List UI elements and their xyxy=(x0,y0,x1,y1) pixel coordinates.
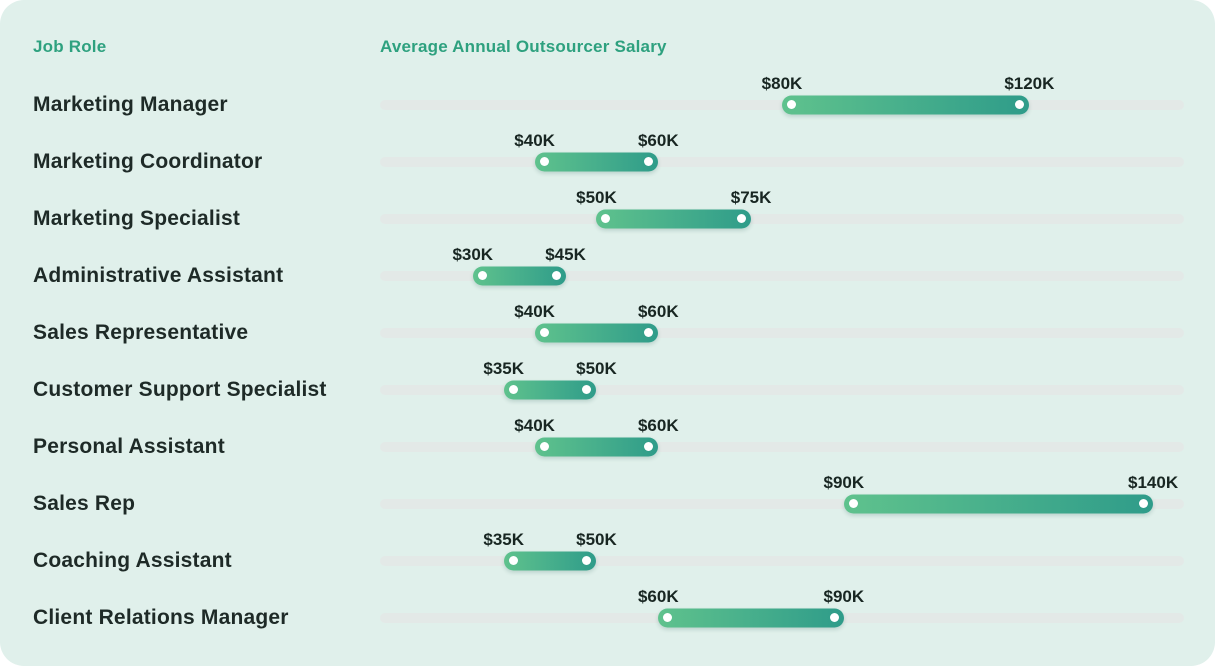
range-start-dot xyxy=(539,328,549,337)
table-row: Personal Assistant $40K $60K xyxy=(33,415,1184,475)
max-salary-label: $45K xyxy=(545,244,586,264)
min-salary-label: $80K xyxy=(761,73,803,93)
range-end-dot xyxy=(1139,499,1149,508)
min-salary-label: $30K xyxy=(452,244,494,264)
min-salary-label: $35K xyxy=(483,529,525,549)
job-role-label: Marketing Manager xyxy=(33,92,228,116)
max-salary-label: $120K xyxy=(1004,73,1055,93)
salary-range-fill xyxy=(843,494,1154,513)
range-start-dot xyxy=(848,499,858,508)
min-salary-label: $35K xyxy=(483,358,525,378)
job-role-label: Administrative Assistant xyxy=(33,263,284,287)
range-start-dot xyxy=(663,613,673,622)
max-salary-label: $75K xyxy=(730,187,772,207)
salary-range-bar: $40K $60K xyxy=(380,415,1184,475)
max-salary-label: $60K xyxy=(637,130,679,150)
salary-track xyxy=(380,555,1184,566)
min-salary-label: $40K xyxy=(514,415,555,435)
range-end-dot xyxy=(551,271,561,280)
range-start-dot xyxy=(477,271,487,280)
range-start-dot xyxy=(539,157,549,166)
salary-range-fill xyxy=(472,266,566,285)
table-row: Sales Representative $40K $60K xyxy=(33,301,1184,361)
table-row: Marketing Coordinator $40K $60K xyxy=(33,130,1184,190)
max-salary-label: $140K xyxy=(1128,472,1179,492)
max-salary-label: $90K xyxy=(823,586,865,606)
range-end-dot xyxy=(582,556,592,565)
max-salary-label: $60K xyxy=(637,415,679,435)
table-row: Coaching Assistant $35K $50K xyxy=(33,529,1184,589)
salary-track xyxy=(380,384,1184,395)
table-row: Sales Rep $90K $140K xyxy=(33,472,1184,532)
salary-track xyxy=(380,498,1184,509)
salary-range-fill xyxy=(503,551,597,570)
range-end-dot xyxy=(644,328,654,337)
salary-track xyxy=(380,156,1184,167)
column-headers: Job Role Average Annual Outsourcer Salar… xyxy=(33,36,1184,58)
job-role-label: Client Relations Manager xyxy=(33,605,289,629)
min-salary-label: $50K xyxy=(576,187,617,207)
salary-track xyxy=(380,327,1184,338)
salary-range-fill xyxy=(534,323,659,342)
table-row: Marketing Specialist $50K $75K xyxy=(33,187,1184,247)
job-role-label: Marketing Coordinator xyxy=(33,149,263,173)
range-end-dot xyxy=(1015,100,1025,109)
salary-range-bar: $40K $60K xyxy=(380,130,1184,190)
range-end-dot xyxy=(829,613,839,622)
job-role-label: Sales Representative xyxy=(33,320,249,344)
max-salary-label: $60K xyxy=(637,301,679,321)
table-row: Administrative Assistant $30K $45K xyxy=(33,244,1184,304)
job-role-label: Sales Rep xyxy=(33,491,136,515)
range-start-dot xyxy=(508,385,518,394)
range-end-dot xyxy=(582,385,592,394)
table-row: Customer Support Specialist $35K $50K xyxy=(33,358,1184,418)
salary-track xyxy=(380,213,1184,224)
min-salary-label: $60K xyxy=(637,586,679,606)
table-row: Client Relations Manager $60K $90K xyxy=(33,586,1184,646)
salary-range-fill xyxy=(534,437,659,456)
job-role-column-header: Job Role xyxy=(33,37,107,56)
salary-range-bar: $80K $120K xyxy=(380,73,1184,133)
job-role-label: Personal Assistant xyxy=(33,434,225,458)
range-end-dot xyxy=(737,214,747,223)
table-row: Marketing Manager $80K $120K xyxy=(33,73,1184,133)
salary-range-bar: $30K $45K xyxy=(380,244,1184,304)
range-start-dot xyxy=(787,100,796,109)
max-salary-label: $50K xyxy=(576,529,617,549)
salary-range-bar: $40K $60K xyxy=(380,301,1184,361)
range-start-dot xyxy=(601,214,611,223)
salary-range-bar: $35K $50K xyxy=(380,358,1184,418)
min-salary-label: $40K xyxy=(514,301,555,321)
salary-range-bar: $35K $50K xyxy=(380,529,1184,589)
salary-range-bar: $50K $75K xyxy=(380,187,1184,247)
range-start-dot xyxy=(539,442,549,451)
salary-range-bar: $90K $140K xyxy=(380,472,1184,532)
job-role-label: Customer Support Specialist xyxy=(33,377,327,401)
min-salary-label: $90K xyxy=(823,472,865,492)
salary-range-fill xyxy=(503,380,597,399)
job-role-label: Coaching Assistant xyxy=(33,548,232,572)
range-end-dot xyxy=(644,442,654,451)
salary-range-fill xyxy=(534,152,659,171)
salary-range-fill xyxy=(596,209,752,228)
salary-track xyxy=(380,270,1184,281)
max-salary-label: $50K xyxy=(576,358,617,378)
salary-range-bar: $60K $90K xyxy=(380,586,1184,646)
min-salary-label: $40K xyxy=(514,130,555,150)
salary-column-header: Average Annual Outsourcer Salary xyxy=(380,37,667,56)
salary-range-fill xyxy=(658,608,844,627)
salary-range-fill xyxy=(782,95,1030,114)
salary-track xyxy=(380,441,1184,452)
salary-rows: Marketing Manager $80K $120K Marketing C… xyxy=(33,73,1184,646)
range-end-dot xyxy=(644,157,654,166)
range-start-dot xyxy=(508,556,518,565)
job-role-label: Marketing Specialist xyxy=(33,206,241,230)
